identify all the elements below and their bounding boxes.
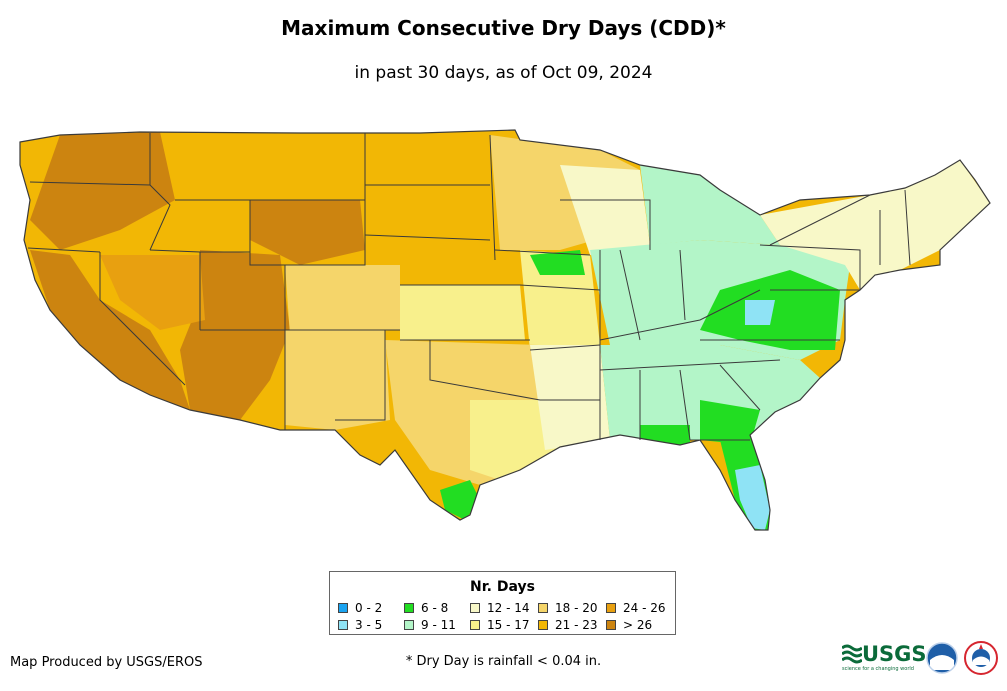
border-wa-or <box>29 181 151 186</box>
legend-label: 24 - 26 <box>623 601 666 615</box>
border-ny <box>769 194 871 246</box>
legend-swatch <box>404 620 414 630</box>
legend-item: 0 - 2 <box>338 601 382 615</box>
border-tn <box>599 359 781 371</box>
legend-item: 18 - 20 <box>538 601 598 615</box>
map-title: Maximum Consecutive Dry Days (CDD)* <box>281 16 726 40</box>
border-ok-tx <box>429 340 541 401</box>
us-cdd-map <box>19 129 991 531</box>
border-or-ca <box>27 247 101 253</box>
border-al-ga <box>679 369 691 441</box>
legend-item: 3 - 5 <box>338 618 382 632</box>
usgs-tagline: science for a changing world <box>842 666 914 672</box>
legend-swatch <box>338 620 348 630</box>
map-credit: Map Produced by USGS/EROS <box>10 655 203 670</box>
usgs-logo: USGS science for a changing world <box>842 640 927 680</box>
border-in-oh <box>679 249 686 321</box>
region-new-mexico <box>285 330 390 430</box>
region-kansas <box>400 285 525 340</box>
map-subtitle: in past 30 days, as of Oct 09, 2024 <box>354 63 653 83</box>
region-florida-very-wet <box>735 465 770 530</box>
region-arkansas-louisiana <box>530 345 610 450</box>
border-id <box>149 133 171 251</box>
legend-item: 15 - 17 <box>470 618 530 632</box>
noaa-logo-icon <box>926 642 958 674</box>
legend-item: 24 - 26 <box>606 601 666 615</box>
region-southeast <box>600 345 820 440</box>
legend-label: 6 - 8 <box>421 601 449 615</box>
region-georgia-wet <box>700 400 760 445</box>
border-wy <box>249 200 366 266</box>
border-sd-ne <box>364 234 491 241</box>
border-ia-mo <box>519 284 601 291</box>
border-il-in <box>619 249 641 341</box>
region-east-texas <box>470 400 560 480</box>
legend-title: Nr. Days <box>470 579 535 595</box>
border-wi-mi <box>560 199 651 250</box>
region-iowa-wet <box>530 250 585 275</box>
legend-label: 0 - 2 <box>355 601 383 615</box>
legend-swatch <box>606 603 616 613</box>
legend-item: 9 - 11 <box>404 618 456 632</box>
legend-label: 3 - 5 <box>355 618 383 632</box>
legend-label: 9 - 11 <box>421 618 456 632</box>
border-ut-co <box>200 251 286 330</box>
legend-item: 12 - 14 <box>470 601 530 615</box>
region-wyoming-dry <box>250 200 365 265</box>
legend-label: 18 - 20 <box>555 601 598 615</box>
legend-swatch <box>470 603 480 613</box>
region-wisconsin <box>560 165 650 255</box>
region-virginia-very-wet <box>745 300 775 325</box>
region-california-dry <box>30 250 190 410</box>
border-dakotas-mn <box>489 134 496 261</box>
region-northeast <box>760 160 990 290</box>
usgs-wave-icon <box>842 644 862 664</box>
legend-label: 15 - 17 <box>487 618 530 632</box>
legend-label: > 26 <box>623 618 653 632</box>
state-borders <box>19 129 991 531</box>
border-ca-nv <box>99 252 186 386</box>
legend-swatch <box>404 603 414 613</box>
region-northwest-dry <box>30 132 175 250</box>
legend-swatch <box>538 620 548 630</box>
region-texas-coast-wet <box>440 480 480 520</box>
region-great-lakes <box>640 165 780 245</box>
legend-swatch <box>470 620 480 630</box>
border-nm-tx <box>335 330 386 421</box>
legend-item: 21 - 23 <box>538 618 598 632</box>
border-mn-ia <box>494 249 591 256</box>
usgs-wordmark: USGS <box>862 642 927 666</box>
region-nevada <box>100 255 205 330</box>
border-pa <box>759 244 861 291</box>
legend-swatch <box>538 603 548 613</box>
map-fill <box>20 130 990 530</box>
legend-swatch <box>606 620 616 630</box>
legend-item: > 26 <box>606 618 652 632</box>
border-mo-ar <box>529 344 601 351</box>
region-colorado <box>285 265 400 335</box>
dry-day-footnote: * Dry Day is rainfall < 0.04 in. <box>405 654 602 669</box>
border-ohio-river <box>599 289 761 341</box>
border-new-england <box>879 189 911 266</box>
legend-label: 21 - 23 <box>555 618 598 632</box>
legend-swatch <box>338 603 348 613</box>
legend-label: 12 - 14 <box>487 601 530 615</box>
legend-item: 6 - 8 <box>404 601 448 615</box>
border-ga-sc <box>719 364 761 411</box>
us-outline <box>19 129 991 531</box>
legend: Nr. Days 0 - 2 3 - 5 6 - 8 9 - 11 12 - 1… <box>329 571 676 635</box>
region-southwest-dry <box>180 250 290 420</box>
nws-logo-icon <box>964 641 998 675</box>
